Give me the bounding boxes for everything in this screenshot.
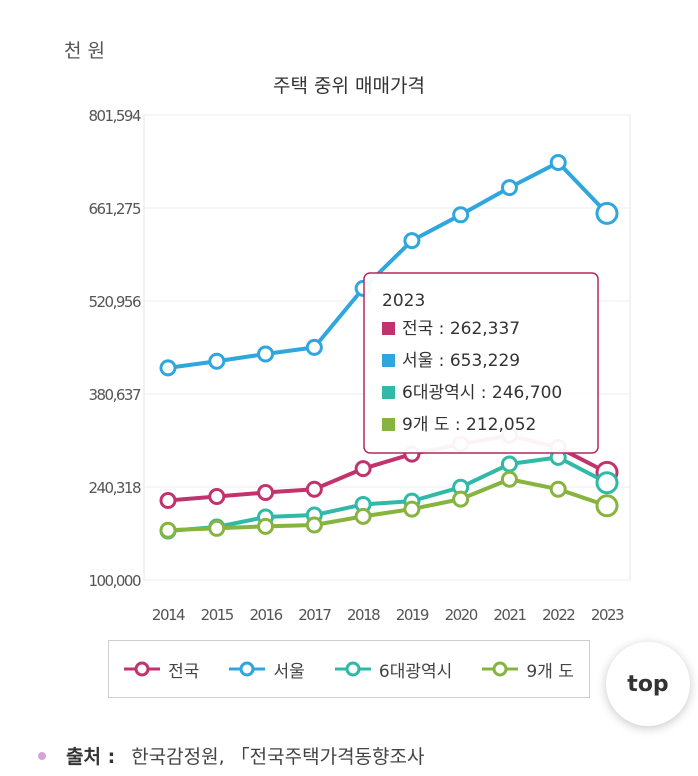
legend-marker-icon bbox=[124, 661, 161, 677]
bullet-icon bbox=[38, 751, 46, 760]
y-tick-label: 240,318 bbox=[88, 479, 140, 497]
x-tick-label: 2015 bbox=[201, 606, 234, 624]
legend-label: 9개 도 bbox=[526, 661, 574, 682]
tooltip-box bbox=[363, 272, 599, 454]
legend-marker-icon bbox=[334, 661, 371, 677]
data-point bbox=[159, 359, 177, 377]
data-point bbox=[257, 484, 275, 502]
tooltip-swatch bbox=[382, 386, 395, 399]
legend-item-seoul[interactable]: 서울 bbox=[229, 657, 305, 682]
tooltip-row: 서울 : 653,229 bbox=[402, 351, 520, 371]
data-point bbox=[595, 201, 619, 225]
data-point bbox=[403, 232, 421, 250]
chart-title: 주택 중위 매매가격 bbox=[273, 75, 425, 97]
y-unit-label: 천 원 bbox=[64, 40, 105, 62]
y-tick-label: 100,000 bbox=[88, 572, 140, 590]
tooltip-year: 2023 bbox=[382, 291, 425, 311]
source-text: 한국감정원, 「전국주택가격동향조사 bbox=[131, 746, 425, 768]
data-point bbox=[208, 352, 226, 370]
data-point bbox=[500, 470, 518, 488]
data-point bbox=[159, 491, 177, 509]
data-point bbox=[500, 179, 518, 197]
legend-marker-icon bbox=[482, 661, 519, 677]
tooltip-swatch bbox=[382, 354, 395, 367]
y-tick-label: 661,275 bbox=[88, 200, 140, 218]
legend-label: 6대광역시 bbox=[378, 661, 453, 682]
x-tick-label: 2014 bbox=[152, 606, 185, 624]
data-point bbox=[257, 517, 275, 535]
legend-item-metro-cities[interactable]: 6대광역시 bbox=[334, 657, 453, 682]
x-tick-label: 2020 bbox=[445, 606, 478, 624]
x-tick-label: 2017 bbox=[298, 606, 331, 624]
x-tick-label: 2016 bbox=[249, 606, 282, 624]
data-point bbox=[549, 153, 567, 171]
x-tick-label: 2022 bbox=[542, 606, 575, 624]
legend-label: 전국 bbox=[168, 661, 200, 682]
data-point bbox=[500, 455, 518, 473]
series-line-2 bbox=[167, 455, 608, 533]
tooltip-row: 6대광역시 : 246,700 bbox=[402, 383, 562, 403]
line-chart: 주택 중위 매매가격 801,594 661,275 520,956 380,637 24… bbox=[88, 75, 631, 624]
legend-marker-icon bbox=[229, 661, 266, 677]
x-tick-label: 2018 bbox=[347, 606, 380, 624]
data-point bbox=[452, 490, 470, 508]
y-tick-label: 520,956 bbox=[88, 293, 140, 311]
data-point bbox=[452, 206, 470, 224]
legend-item-nine-provinces[interactable]: 9개 도 bbox=[482, 657, 574, 682]
data-point bbox=[549, 480, 567, 498]
data-point bbox=[208, 519, 226, 537]
data-point bbox=[595, 494, 619, 518]
y-tick-label: 801,594 bbox=[88, 107, 140, 125]
tooltip: 2023 전국 : 262,337 서울 : 653,229 6대광역시 : 246,… bbox=[363, 272, 599, 454]
tooltip-row: 9개 도 : 212,052 bbox=[402, 415, 536, 435]
data-point bbox=[305, 516, 323, 534]
data-point bbox=[595, 471, 619, 495]
x-tick-label: 2023 bbox=[591, 606, 624, 624]
tooltip-swatch bbox=[382, 322, 395, 335]
scroll-top-button[interactable]: top bbox=[606, 642, 690, 726]
data-point bbox=[403, 500, 421, 518]
series-line-1 bbox=[167, 160, 609, 370]
data-point bbox=[257, 345, 275, 363]
tooltip-row: 전국 : 262,337 bbox=[402, 319, 520, 339]
x-tick-label: 2019 bbox=[396, 606, 429, 624]
data-point bbox=[354, 460, 372, 478]
series-line-3 bbox=[167, 477, 608, 533]
source-note: 출처 : 한국감정원, 「전국주택가격동향조사 bbox=[38, 742, 424, 769]
data-point bbox=[208, 487, 226, 505]
data-point bbox=[305, 480, 323, 498]
legend-item-national[interactable]: 전국 bbox=[124, 657, 199, 682]
data-point bbox=[354, 507, 372, 525]
chart-legend: 전국 서울 6대광역시 9개 도 bbox=[108, 640, 590, 698]
legend-label: 서울 bbox=[273, 661, 305, 682]
data-point bbox=[305, 338, 323, 356]
source-label: 출처 : bbox=[66, 746, 116, 768]
tooltip-swatch bbox=[382, 418, 395, 431]
x-tick-label: 2021 bbox=[493, 606, 526, 624]
data-point bbox=[159, 521, 177, 539]
y-tick-label: 380,637 bbox=[88, 386, 140, 404]
